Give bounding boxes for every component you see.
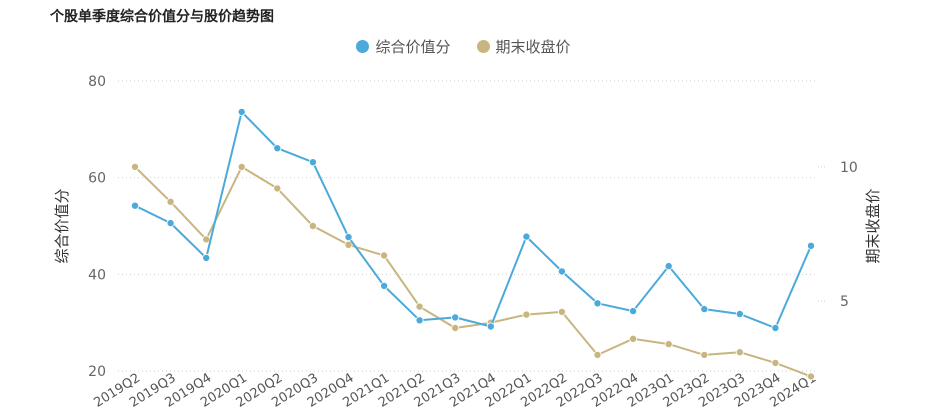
y-tick-label-right: 5 — [840, 294, 849, 310]
y-axis-title-left: 综合价值分 — [53, 188, 71, 263]
y-tick-label-left: 40 — [88, 267, 106, 283]
legend-item-left-series[interactable]: 综合价值分 — [356, 36, 451, 57]
legend-item-right-series[interactable]: 期末收盘价 — [476, 36, 571, 57]
data-point-left[interactable] — [451, 313, 460, 322]
gridlines — [118, 80, 826, 372]
data-point-left[interactable] — [771, 323, 780, 332]
data-point-right[interactable] — [344, 240, 353, 249]
series — [130, 107, 816, 381]
legend-marker-left-series — [356, 40, 370, 53]
data-point-right[interactable] — [380, 251, 389, 260]
data-point-left[interactable] — [593, 299, 602, 308]
data-point-left[interactable] — [735, 309, 744, 318]
y-tick-label-left: 20 — [88, 364, 106, 380]
y-tick-label-left: 80 — [88, 74, 106, 90]
data-point-left[interactable] — [700, 305, 709, 314]
data-point-left[interactable] — [522, 232, 531, 241]
data-point-right[interactable] — [415, 302, 424, 311]
data-point-left[interactable] — [130, 201, 139, 210]
data-point-right[interactable] — [629, 334, 638, 343]
data-point-left[interactable] — [415, 316, 424, 325]
data-point-left[interactable] — [273, 144, 282, 153]
data-point-right[interactable] — [451, 323, 460, 332]
series-line-right — [134, 165, 812, 378]
data-point-right[interactable] — [664, 340, 673, 349]
data-point-left[interactable] — [629, 307, 638, 316]
data-point-right[interactable] — [273, 184, 282, 193]
legend-marker-right-series — [476, 40, 490, 53]
data-point-left[interactable] — [308, 158, 317, 167]
data-point-right[interactable] — [308, 221, 317, 230]
data-point-left[interactable] — [486, 322, 495, 331]
y-axis-title-right: 期末收盘价 — [864, 188, 882, 263]
data-point-right[interactable] — [735, 348, 744, 357]
y-tick-label-left: 60 — [88, 171, 106, 187]
chart-legend: 综合价值分 期末收盘价 — [0, 36, 927, 57]
data-point-right[interactable] — [202, 235, 211, 244]
series-line-left — [134, 110, 812, 329]
data-point-left[interactable] — [237, 107, 246, 116]
data-point-left[interactable] — [202, 253, 211, 262]
data-point-right[interactable] — [700, 350, 709, 359]
data-point-right[interactable] — [166, 197, 175, 206]
y-tick-label-right: 10 — [840, 160, 858, 176]
legend-label-left-series: 综合价值分 — [375, 38, 451, 56]
legend-label-right-series: 期末收盘价 — [495, 38, 571, 56]
data-point-left[interactable] — [166, 219, 175, 228]
data-point-right[interactable] — [130, 162, 139, 171]
data-point-left[interactable] — [344, 233, 353, 242]
data-point-right[interactable] — [593, 350, 602, 359]
data-point-left[interactable] — [664, 262, 673, 271]
data-point-left[interactable] — [380, 281, 389, 290]
data-point-left[interactable] — [807, 241, 816, 250]
data-point-right[interactable] — [557, 307, 566, 316]
data-point-left[interactable] — [557, 267, 566, 276]
data-point-right[interactable] — [522, 310, 531, 319]
chart-title: 个股单季度综合价值分与股价趋势图 — [50, 9, 274, 25]
data-point-right[interactable] — [237, 162, 246, 171]
data-point-right[interactable] — [807, 372, 816, 381]
data-point-right[interactable] — [771, 358, 780, 367]
